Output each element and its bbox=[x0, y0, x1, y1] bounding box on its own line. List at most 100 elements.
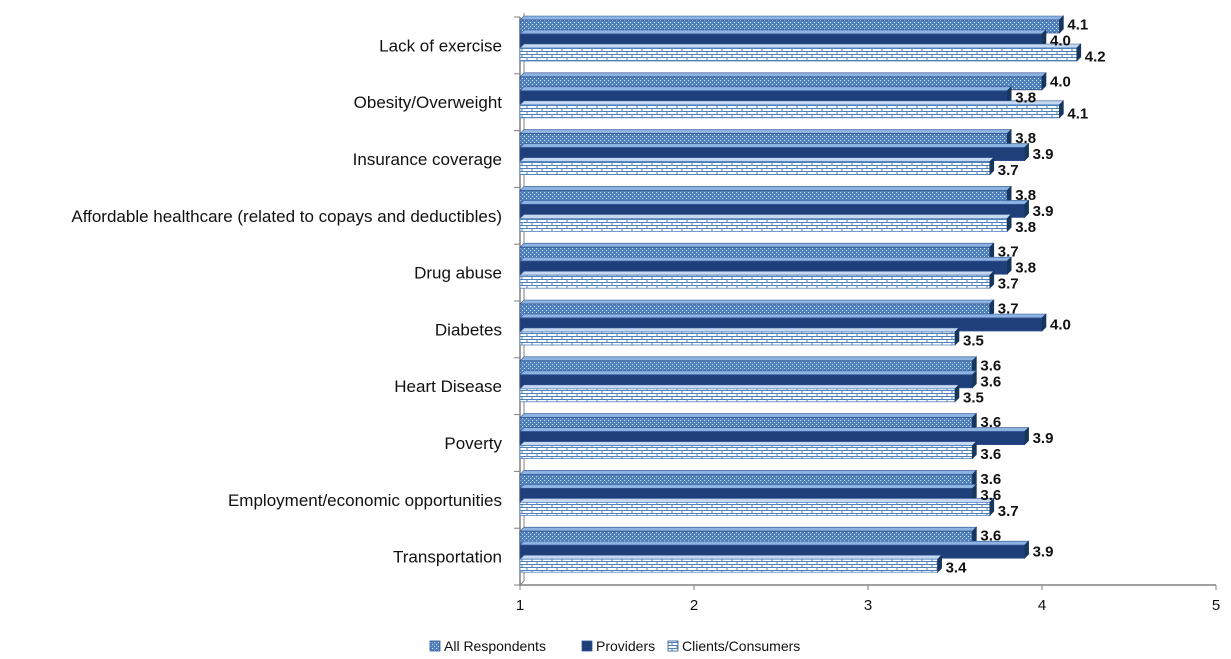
bar-side bbox=[989, 497, 995, 517]
x-tick-label: 2 bbox=[690, 597, 698, 614]
data-label: 3.9 bbox=[1033, 146, 1054, 163]
data-label: 3.7 bbox=[998, 244, 1019, 261]
category-label: Heart Disease bbox=[394, 377, 502, 396]
category-label: Employment/economic opportunities bbox=[228, 491, 502, 510]
bar-top bbox=[519, 327, 960, 333]
bar-side bbox=[954, 384, 960, 403]
data-label: 3.7 bbox=[998, 276, 1019, 293]
bar-side bbox=[972, 483, 977, 503]
bar-top bbox=[519, 29, 1047, 35]
category-label: Lack of exercise bbox=[379, 36, 502, 55]
bar-top bbox=[519, 256, 1012, 262]
x-tick-label: 1 bbox=[516, 597, 524, 614]
bar bbox=[519, 331, 956, 346]
bar-top bbox=[519, 186, 1012, 191]
bar-top bbox=[519, 214, 1012, 219]
bar-side bbox=[1059, 15, 1064, 34]
bar-side bbox=[989, 242, 995, 261]
bar-side bbox=[1006, 185, 1012, 205]
data-label: 3.8 bbox=[1015, 260, 1036, 277]
legend: All Respondents Providers Clients/Consumer… bbox=[429, 638, 800, 654]
legend-swatch bbox=[581, 640, 593, 652]
bar-top bbox=[519, 129, 1012, 134]
bar bbox=[519, 47, 1078, 62]
bar-side bbox=[954, 327, 960, 346]
data-label: 3.7 bbox=[998, 162, 1019, 179]
data-label: 3.6 bbox=[980, 414, 1001, 431]
bar-side bbox=[1041, 29, 1047, 48]
bar-top bbox=[519, 427, 1030, 432]
data-label: 3.5 bbox=[963, 389, 984, 406]
legend-label: Providers bbox=[596, 638, 655, 654]
bar-top bbox=[519, 554, 943, 560]
data-label: 3.8 bbox=[1015, 219, 1036, 236]
bar-side bbox=[1006, 256, 1012, 275]
data-label: 3.9 bbox=[1033, 544, 1054, 561]
axes: Lack of exercise Obesity/Overweight Insura… bbox=[71, 13, 1220, 614]
bar bbox=[519, 558, 939, 573]
x-tick-label: 4 bbox=[1038, 597, 1046, 614]
bar-top bbox=[519, 100, 1065, 106]
category-label: Diabetes bbox=[435, 320, 502, 339]
bar-top bbox=[519, 15, 1065, 21]
data-label: 3.6 bbox=[980, 487, 1001, 504]
data-label: 4.1 bbox=[1067, 17, 1088, 34]
bar-top bbox=[519, 498, 995, 503]
bar bbox=[519, 445, 973, 460]
data-label: 3.9 bbox=[1033, 203, 1054, 220]
legend-label: Clients/Consumers bbox=[682, 638, 800, 654]
data-label: 3.6 bbox=[980, 471, 1001, 488]
bar bbox=[519, 388, 956, 403]
category-label: Affordable healthcare (related to copays… bbox=[71, 207, 502, 226]
x-tick-label: 3 bbox=[864, 597, 872, 614]
bar-top bbox=[519, 356, 978, 362]
bar-top bbox=[519, 484, 978, 489]
category-label: Obesity/Overweight bbox=[354, 93, 503, 112]
bar-top bbox=[519, 86, 1012, 92]
bar-top bbox=[519, 413, 978, 418]
bar-side bbox=[1024, 426, 1029, 446]
axis-corner bbox=[519, 580, 525, 586]
data-label: 3.6 bbox=[980, 528, 1001, 545]
bar bbox=[519, 161, 991, 176]
bar bbox=[519, 104, 1060, 119]
bar-side bbox=[1059, 100, 1064, 119]
legend-swatch bbox=[667, 640, 679, 652]
bar-side bbox=[989, 156, 995, 176]
data-label: 3.6 bbox=[980, 373, 1001, 390]
bar-side bbox=[1041, 72, 1047, 91]
bar-top bbox=[519, 313, 1047, 319]
category-label: Insurance coverage bbox=[353, 150, 502, 169]
data-label: 4.1 bbox=[1067, 105, 1088, 122]
bar bbox=[519, 274, 991, 289]
data-label: 3.8 bbox=[1015, 89, 1036, 106]
bar-top bbox=[519, 526, 978, 532]
bar-side bbox=[972, 526, 977, 545]
data-label: 3.9 bbox=[1033, 430, 1054, 447]
bar bbox=[519, 501, 991, 516]
bar-side bbox=[972, 356, 977, 375]
bar-top bbox=[519, 157, 995, 162]
legend-swatch bbox=[429, 640, 441, 652]
bars bbox=[519, 15, 1082, 573]
bar-top bbox=[519, 143, 1030, 148]
bar-side bbox=[972, 440, 977, 460]
data-label: 3.6 bbox=[980, 446, 1001, 463]
data-label: 4.2 bbox=[1085, 49, 1106, 66]
category-label: Drug abuse bbox=[414, 264, 502, 283]
bar-top bbox=[519, 200, 1030, 205]
data-label: 3.7 bbox=[998, 301, 1019, 318]
bar bbox=[519, 217, 1008, 232]
bar-side bbox=[1006, 213, 1012, 233]
data-label: 4.0 bbox=[1050, 73, 1071, 90]
data-label: 3.7 bbox=[998, 503, 1019, 520]
bar-top bbox=[519, 299, 995, 305]
bar-side bbox=[1076, 43, 1082, 62]
data-label: 3.5 bbox=[963, 333, 984, 350]
labels: 4.14.04.24.03.84.13.83.93.73.83.93.83.73… bbox=[946, 17, 1106, 577]
bar-top bbox=[519, 441, 978, 446]
category-label: Transportation bbox=[393, 548, 502, 567]
bar-side bbox=[989, 299, 995, 318]
data-label: 3.8 bbox=[1015, 130, 1036, 147]
